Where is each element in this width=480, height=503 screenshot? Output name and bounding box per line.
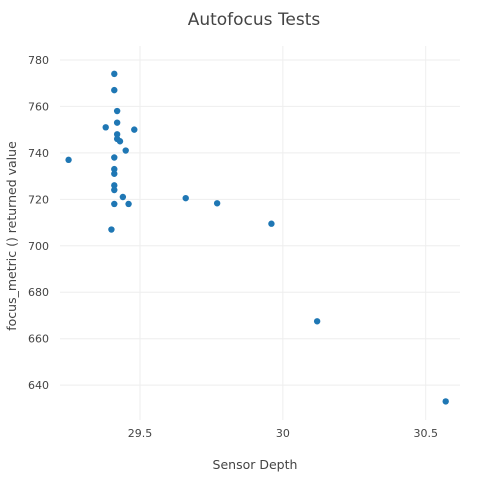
scatter-point[interactable] <box>113 107 121 115</box>
x-axis-title: Sensor Depth <box>213 457 298 472</box>
scatter-point[interactable] <box>113 119 121 126</box>
y-tick-label: 740 <box>28 147 49 160</box>
x-axis-ticks: 29.5 30 30.5 <box>128 427 438 440</box>
scatter-point[interactable] <box>125 200 132 208</box>
y-tick-label: 660 <box>28 333 49 346</box>
y-tick-label: 640 <box>28 379 49 392</box>
y-tick-label: 680 <box>28 286 49 299</box>
scatter-point[interactable] <box>111 200 118 208</box>
scatter-point[interactable] <box>111 86 118 94</box>
y-tick-label: 720 <box>28 193 49 206</box>
scatter-point[interactable] <box>102 124 109 131</box>
scatter-point[interactable] <box>131 126 138 133</box>
scatter-point[interactable] <box>111 186 118 194</box>
scatter-point[interactable] <box>268 220 275 227</box>
x-tick-label: 29.5 <box>128 427 153 440</box>
scatter-point[interactable] <box>442 398 449 405</box>
scatter-point[interactable] <box>122 147 129 154</box>
y-tick-label: 760 <box>28 100 49 113</box>
grid-lines <box>60 46 460 420</box>
scatter-point[interactable] <box>111 170 118 177</box>
y-axis-ticks: 640 660 680 700 720 740 760 780 <box>28 54 49 392</box>
scatter-point[interactable] <box>108 226 115 233</box>
scatter-point[interactable] <box>116 138 124 145</box>
x-tick-label: 30 <box>276 427 290 440</box>
y-axis-title: focus_metric () returned value <box>4 141 19 331</box>
scatter-point[interactable] <box>213 200 221 207</box>
scatter-point[interactable] <box>182 194 189 202</box>
data-points[interactable] <box>65 70 449 405</box>
y-tick-label: 780 <box>28 54 49 67</box>
scatter-point[interactable] <box>313 318 321 325</box>
y-tick-label: 700 <box>28 240 49 253</box>
x-tick-label: 30.5 <box>413 427 438 440</box>
scatter-point[interactable] <box>111 165 118 173</box>
scatter-point[interactable] <box>111 154 118 161</box>
scatter-point[interactable] <box>119 193 127 201</box>
scatter-point[interactable] <box>65 156 72 164</box>
scatter-point[interactable] <box>113 131 121 138</box>
scatter-point[interactable] <box>111 70 118 78</box>
scatter-point[interactable] <box>111 182 118 189</box>
chart-title: Autofocus Tests <box>188 10 321 30</box>
